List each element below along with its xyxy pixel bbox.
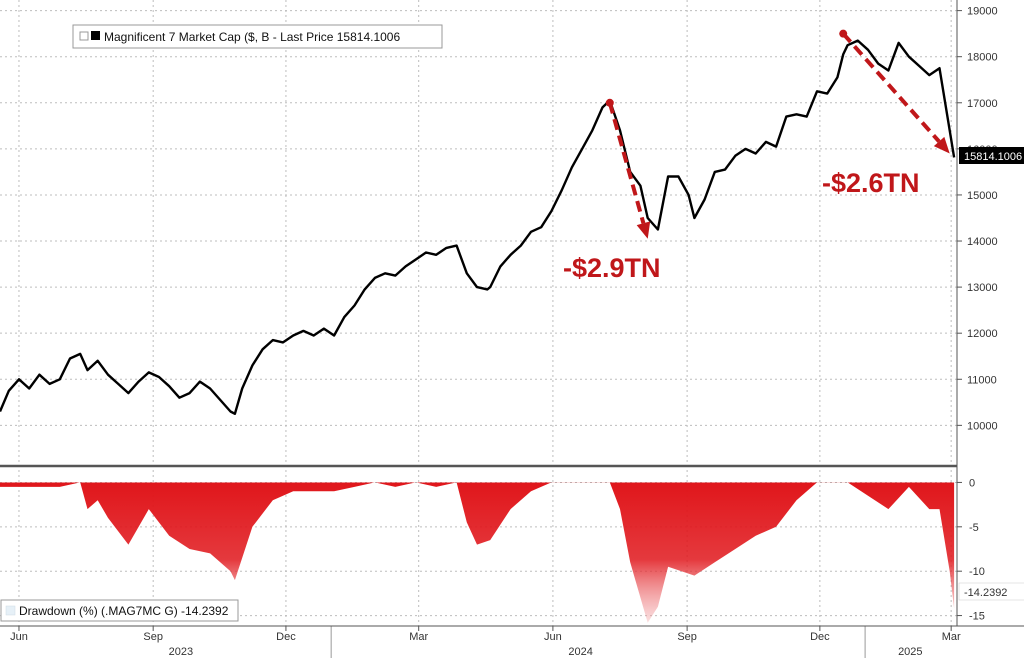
x-axis-ticks: Jun Sep Dec Mar Jun Sep Dec Mar 2023 2024 2025 — [10, 626, 961, 658]
price-y-tick-label: 10000 — [967, 420, 998, 432]
x-tick-label: Mar — [942, 631, 961, 643]
price-y-tick-label: 12000 — [967, 328, 998, 340]
price-y-tick-label: 19000 — [967, 6, 998, 18]
drawdown-y-ticks: 0 -5 -10 -15 — [957, 477, 985, 623]
x-year-label: 2025 — [898, 646, 922, 658]
market-cap-line — [0, 39, 956, 415]
annotation-arrow — [607, 102, 646, 224]
main-grid — [0, 0, 957, 658]
drawdown-last-value: -14.2392 — [964, 587, 1007, 599]
price-y-tick-label: 18000 — [967, 52, 998, 64]
drawdown-area — [0, 482, 955, 623]
annotation-arrowhead — [933, 136, 950, 154]
legend-swatch-icon — [91, 31, 100, 40]
price-legend[interactable]: Magnificent 7 Market Cap ($, B - Last Pr… — [72, 24, 443, 49]
price-y-tick-label: 15000 — [967, 190, 998, 202]
annotation-arrowhead — [636, 221, 651, 239]
price-last-value: 15814.1006 — [964, 151, 1022, 163]
x-year-label: 2024 — [568, 646, 592, 658]
drawdown-legend-text: Drawdown (%) (.MAG7MC G) -14.2392 — [19, 604, 229, 618]
drawdown-y-tick-label: 0 — [969, 477, 975, 489]
drawdown-legend[interactable]: Drawdown (%) (.MAG7MC G) -14.2392 — [0, 599, 239, 622]
x-tick-label: Mar — [409, 631, 428, 643]
price-y-tick-label: 14000 — [967, 236, 998, 248]
price-y-tick-label: 11000 — [967, 374, 997, 386]
price-legend-text: Magnificent 7 Market Cap ($, B - Last Pr… — [104, 30, 400, 44]
price-y-tick-label: 13000 — [967, 282, 998, 294]
annotation-label-1: -$2.9TN — [563, 253, 661, 283]
price-y-tick-label: 17000 — [967, 98, 998, 110]
drawdown-y-tick-label: -10 — [969, 566, 985, 578]
x-tick-label: Dec — [276, 631, 296, 643]
legend-toggle-icon[interactable] — [79, 31, 89, 41]
x-tick-label: Sep — [143, 631, 163, 643]
drawdown-y-tick-label: -15 — [969, 611, 985, 623]
annotation-label-2: -$2.6TN — [822, 168, 920, 198]
x-tick-label: Jun — [10, 631, 28, 643]
drawdown-last-value-tag: -14.2392 — [958, 582, 1024, 601]
x-tick-label: Jun — [544, 631, 562, 643]
price-last-value-tag: 15814.1006 — [959, 147, 1024, 164]
price-y-ticks: 1000011000120001300014000150001600017000… — [957, 6, 998, 432]
drawdown-y-tick-label: -5 — [969, 522, 979, 534]
x-year-label: 2023 — [169, 646, 193, 658]
annotation-arrow — [841, 32, 941, 143]
legend-swatch-icon — [5, 605, 16, 616]
annotations — [605, 29, 950, 239]
x-tick-label: Sep — [677, 631, 697, 643]
x-tick-label: Dec — [810, 631, 830, 643]
